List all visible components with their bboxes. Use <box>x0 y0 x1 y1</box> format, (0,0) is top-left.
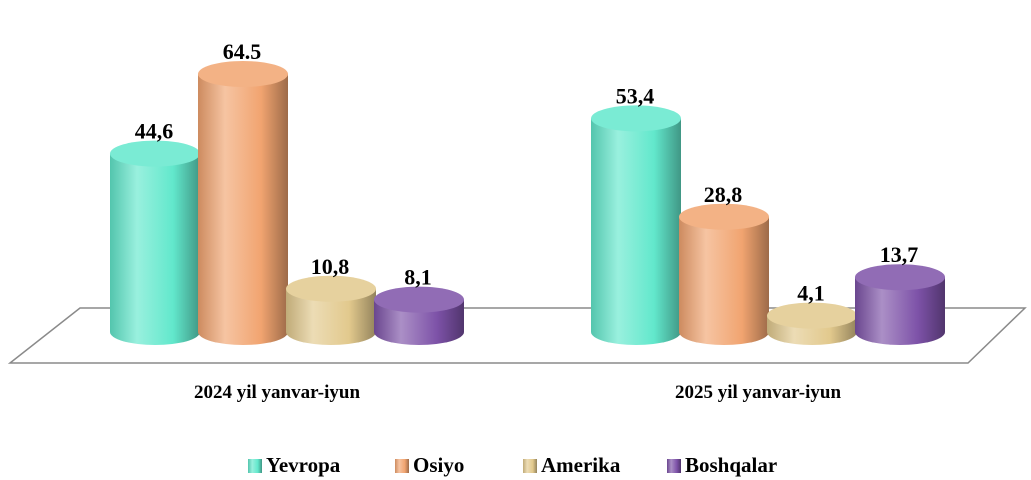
legend-label: Boshqalar <box>685 453 777 477</box>
value-label-amerika-2: 4,1 <box>797 281 825 306</box>
legend-label: Yevropa <box>266 453 341 477</box>
value-label-boshqalar-2: 13,7 <box>880 242 919 267</box>
legend: Yevropa Osiyo Amerika Boshqalar <box>248 453 777 477</box>
legend-swatch <box>523 459 537 473</box>
value-label-yevropa-1: 44,6 <box>135 119 174 144</box>
bar-yevropa-2 <box>591 105 681 346</box>
bar-osiyo-2 <box>679 203 769 345</box>
legend-label: Amerika <box>541 453 621 477</box>
value-label-osiyo-1: 64.5 <box>223 39 262 64</box>
legend-swatch <box>395 459 409 473</box>
value-label-boshqalar-1: 8,1 <box>404 265 432 290</box>
bar-yevropa-1 <box>110 140 200 345</box>
category-label-1: 2024 yil yanvar-iyun <box>194 382 361 403</box>
category-labels: 2024 yil yanvar-iyun 2025 yil yanvar-iyun <box>194 382 842 403</box>
bar-amerika-2 <box>767 302 857 345</box>
legend-item-boshqalar: Boshqalar <box>667 453 777 477</box>
bars <box>110 61 945 346</box>
legend-swatch <box>667 459 681 473</box>
legend-item-amerika: Amerika <box>523 453 621 477</box>
bar-amerika-1 <box>286 275 376 345</box>
category-label-2: 2025 yil yanvar-iyun <box>675 382 842 403</box>
legend-item-yevropa: Yevropa <box>248 453 341 477</box>
legend-item-osiyo: Osiyo <box>395 453 464 477</box>
legend-swatch <box>248 459 262 473</box>
value-label-osiyo-2: 28,8 <box>704 182 743 207</box>
value-labels: 44,6 64.5 10,8 8,1 53,4 28,8 4,1 13,7 <box>135 39 919 306</box>
bar-osiyo-1 <box>198 61 288 345</box>
bar-boshqalar-1 <box>374 286 464 345</box>
value-label-yevropa-2: 53,4 <box>616 83 655 108</box>
value-label-amerika-1: 10,8 <box>311 254 350 279</box>
legend-label: Osiyo <box>413 453 464 477</box>
bar-boshqalar-2 <box>855 264 945 345</box>
